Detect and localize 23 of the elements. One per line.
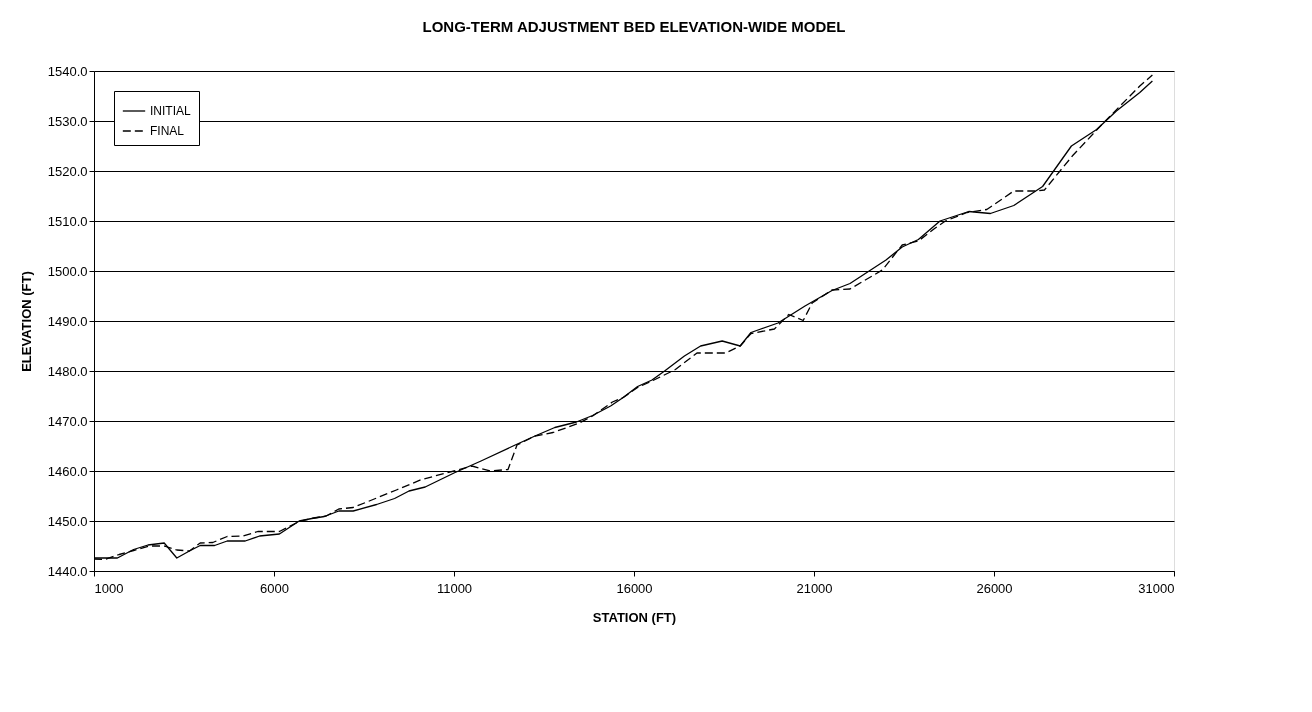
y-tick-label: 1530.0: [47, 113, 88, 129]
legend-label: INITIAL: [150, 104, 191, 118]
x-tick-label: 31000: [1138, 580, 1175, 596]
y-tick-label: 1470.0: [47, 413, 88, 429]
x-tick-label: 21000: [796, 580, 833, 596]
y-tick-label: 1510.0: [47, 213, 88, 229]
legend-label: FINAL: [150, 124, 185, 138]
y-tick-label: 1440.0: [47, 563, 88, 579]
x-tick-label: 6000: [260, 580, 289, 596]
y-tick-label: 1490.0: [47, 313, 88, 329]
x-axis-title: STATION (FT): [592, 609, 677, 625]
y-tick-label: 1480.0: [47, 363, 88, 379]
x-tick-label: 11000: [436, 580, 473, 596]
y-axis-title: ELEVATION (FT): [18, 271, 34, 372]
y-tick-label: 1500.0: [47, 263, 88, 279]
x-tick-label: 26000: [976, 580, 1013, 596]
x-tick-label: 1000: [94, 580, 124, 596]
chart-title: LONG-TERM ADJUSTMENT BED ELEVATION-WIDE MODEL: [422, 18, 846, 35]
y-tick-label: 1540.0: [47, 63, 88, 79]
y-tick-label: 1460.0: [47, 463, 88, 479]
y-tick-label: 1450.0: [47, 513, 88, 529]
y-tick-label: 1520.0: [47, 163, 88, 179]
x-tick-label: 16000: [616, 580, 653, 596]
